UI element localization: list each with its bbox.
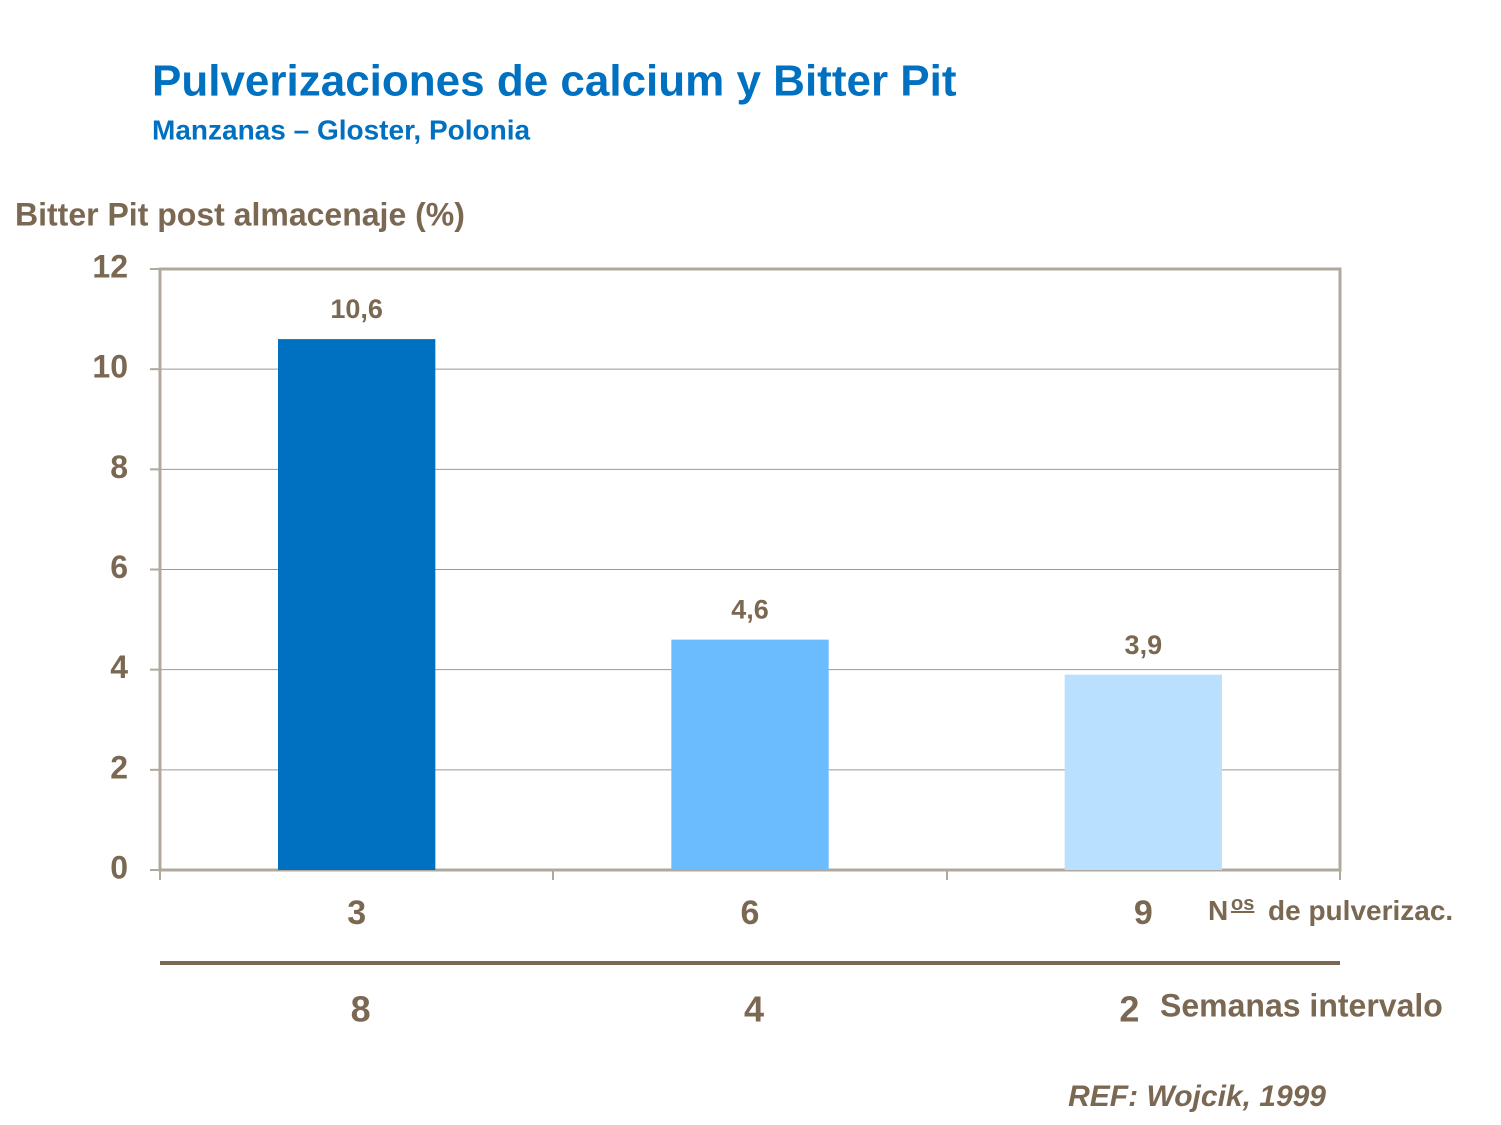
x-axis-label: N os de pulverizac. (1208, 887, 1453, 926)
y-tick-label: 8 (110, 449, 128, 485)
secondary-tick-label: 2 (1119, 989, 1139, 1030)
y-tick-label: 10 (92, 349, 128, 385)
chart-subtitle: Manzanas – Gloster, Polonia (152, 114, 531, 145)
secondary-tick-label: 8 (351, 989, 371, 1030)
value-label: 3,9 (1125, 630, 1163, 660)
y-tick-label: 0 (110, 849, 128, 885)
chart-title: Pulverizaciones de calcium y Bitter Pit (152, 57, 957, 106)
y-tick-label: 12 (92, 248, 128, 284)
reference: REF: Wojcik, 1999 (1068, 1080, 1326, 1113)
x-tick-label: 9 (1134, 894, 1153, 932)
x-axis-label-sup: os (1231, 893, 1254, 915)
value-label: 10,6 (330, 294, 383, 324)
y-tick-label: 4 (110, 649, 128, 685)
secondary-label: Semanas intervalo (1160, 987, 1443, 1023)
y-tick-label: 6 (110, 549, 128, 585)
x-axis-label-part: de pulverizac. (1268, 895, 1453, 926)
y-tick-label: 2 (110, 749, 128, 785)
bar (1064, 674, 1222, 870)
x-tick-label: 3 (347, 894, 366, 932)
value-label: 4,6 (731, 595, 769, 625)
y-axis-label: Bitter Pit post almacenaje (%) (15, 196, 465, 232)
x-tick-label: 6 (741, 894, 760, 932)
bar (671, 639, 829, 870)
bar (278, 339, 436, 870)
secondary-tick-label: 4 (744, 989, 764, 1030)
x-axis-label-part: N (1208, 895, 1228, 926)
